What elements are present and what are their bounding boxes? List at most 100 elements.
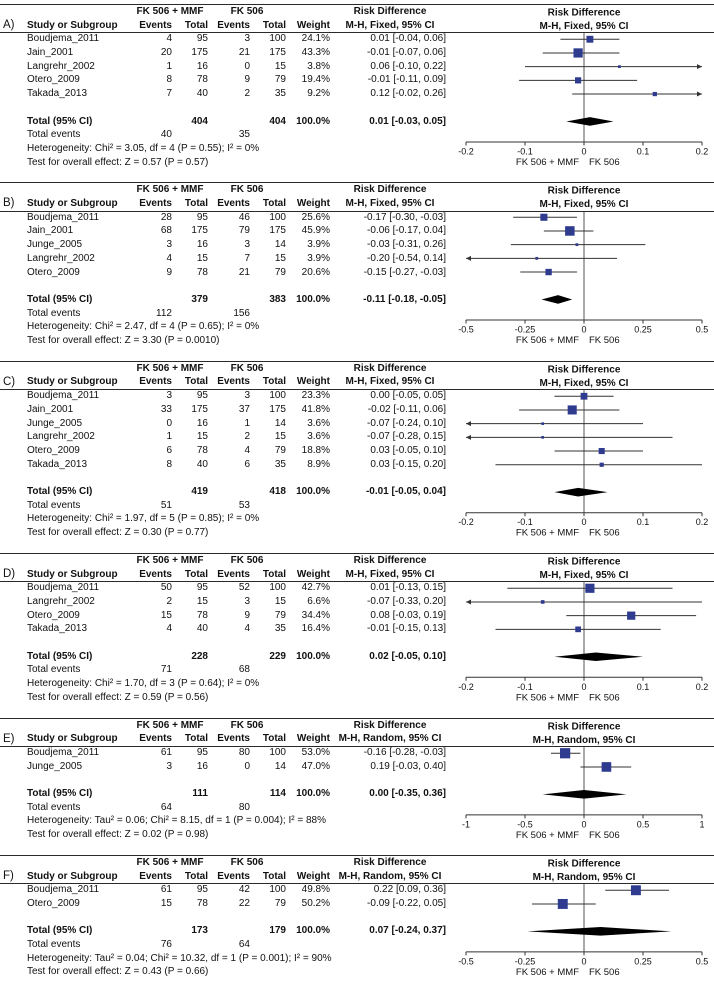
study-ci-text: -0.01 [-0.07, 0.06] <box>367 47 446 59</box>
forest-panel-C: C) FK 506 + MMF FK 506 Risk Difference Study… <box>0 360 714 554</box>
total-events-label: Total events <box>27 938 81 950</box>
method-col-header: M-H, Fixed, 95% CI <box>345 19 435 31</box>
study-row: Jain_2001 68 175 79 175 45.9% -0.06 [-0.17, 0.… <box>26 224 450 238</box>
heterogeneity-text: Heterogeneity: Tau² = 0.04; Chi² = 10.32… <box>27 952 332 964</box>
axis-tick-label: 0 <box>581 956 586 966</box>
total-events1: 51 <box>160 499 172 511</box>
study-events2: 37 <box>238 403 250 415</box>
effect-header: Risk Difference <box>353 719 427 731</box>
axis-tick-label: 0.2 <box>696 682 709 692</box>
study-events1: 4 <box>166 623 172 635</box>
study-row: Langrehr_2002 4 15 7 15 3.9% -0.20 [-0.54, 0.1… <box>26 252 450 266</box>
panel-body: FK 506 + MMF FK 506 Risk Difference Study o… <box>26 362 714 554</box>
study-total2: 14 <box>274 417 286 429</box>
study-name: Boudjema_2011 <box>27 211 100 223</box>
spacer-cell <box>286 5 330 19</box>
group2-header: FK 506 <box>230 184 264 196</box>
group-header-row: FK 506 + MMF FK 506 Risk Difference <box>26 362 450 376</box>
column-header-row: Study or Subgroup Events Total Events Total W… <box>26 19 450 33</box>
study-events2: 1 <box>244 417 250 429</box>
heterogeneity-row: Heterogeneity: Chi² = 3.05, df = 4 (P = … <box>26 142 450 156</box>
heterogeneity-row: Heterogeneity: Chi² = 1.97, df = 5 (P = … <box>26 512 450 526</box>
study-weight: 3.6% <box>307 431 330 443</box>
events2-col-header: Events <box>217 376 250 388</box>
study-name: Langrehr_2002 <box>27 60 95 72</box>
heterogeneity-text: Heterogeneity: Chi² = 3.05, df = 4 (P = … <box>27 142 260 154</box>
total-events1: 71 <box>160 664 172 676</box>
total-events1: 76 <box>160 938 172 950</box>
effect-header: Risk Difference <box>353 184 427 196</box>
heterogeneity-text: Heterogeneity: Chi² = 2.47, df = 4 (P = … <box>27 321 260 333</box>
total-row: Total (95% CI) 111 114 100.0% 0.00 [-0.35, 0… <box>26 787 450 801</box>
study-weight: 18.8% <box>301 444 330 456</box>
study-row: Otero_2009 15 78 22 79 50.2% -0.09 [-0.22, 0.0… <box>26 897 450 911</box>
study-weight: 19.4% <box>301 74 330 86</box>
forest-plot-figure: A) FK 506 + MMF FK 506 Risk Difference Study… <box>0 4 714 992</box>
total-weight: 100.0% <box>296 293 330 305</box>
study-row: Boudjema_2011 4 95 3 100 24.1% 0.01 [-0.04, 0.… <box>26 32 450 46</box>
spacer-cell <box>26 856 132 870</box>
study-events1: 1 <box>166 431 172 443</box>
effect-square <box>535 257 539 261</box>
total2-col-header: Total <box>262 733 286 745</box>
effect-square <box>598 447 605 454</box>
study-weight: 23.3% <box>301 390 330 402</box>
axis-tick-label: -1 <box>462 819 470 829</box>
study-ci-text: 0.03 [-0.05, 0.10] <box>370 444 446 456</box>
effect-square <box>565 226 575 237</box>
study-weight: 41.8% <box>301 403 330 415</box>
panel-label: A) <box>3 19 15 31</box>
study-col-header: Study or Subgroup <box>27 568 118 580</box>
study-ci-text: -0.07 [-0.24, 0.10] <box>367 417 446 429</box>
group1-header: FK 506 + MMF <box>136 362 204 374</box>
spacer-cell <box>26 719 132 733</box>
total-total2: 114 <box>269 788 286 799</box>
panel-label: C) <box>3 375 16 388</box>
study-events2: 79 <box>238 225 250 237</box>
group2-header: FK 506 <box>230 719 264 731</box>
study-events1: 28 <box>160 211 172 223</box>
study-row: Takada_2013 7 40 2 35 9.2% 0.12 [-0.02, 0.26] <box>26 87 450 101</box>
study-total1: 175 <box>191 403 208 415</box>
column-header-row: Study or Subgroup Events Total Events Total W… <box>26 197 450 211</box>
total-events-row: Total events 51 53 <box>26 499 450 513</box>
events1-col-header: Events <box>139 733 172 745</box>
effect-header: Risk Difference <box>353 554 427 566</box>
study-ci-text: -0.01 [-0.15, 0.13] <box>367 623 446 635</box>
overall-effect-text: Test for overall effect: Z = 0.02 (P = 0… <box>27 829 209 841</box>
total-diamond <box>554 487 608 497</box>
total-label: Total (95% CI) <box>27 788 93 799</box>
study-events1: 20 <box>160 47 172 59</box>
study-name: Takada_2013 <box>27 623 88 635</box>
study-weight: 43.3% <box>301 47 330 59</box>
study-col-header: Study or Subgroup <box>27 733 118 745</box>
study-total1: 175 <box>191 225 208 237</box>
study-total2: 15 <box>274 252 286 264</box>
total-total1: 173 <box>191 925 208 937</box>
total2-col-header: Total <box>262 19 286 31</box>
study-total2: 175 <box>269 403 286 415</box>
total2-col-header: Total <box>262 198 286 210</box>
study-events1: 4 <box>166 33 172 45</box>
study-total2: 79 <box>274 609 286 621</box>
ci-arrow-left <box>466 434 471 440</box>
study-ci-text: -0.07 [-0.28, 0.15] <box>367 431 446 443</box>
total2-col-header: Total <box>262 376 286 388</box>
total-events2: 80 <box>238 801 250 813</box>
panel-body: FK 506 + MMF FK 506 Risk Difference Study o… <box>26 554 714 719</box>
study-weight: 9.2% <box>307 88 330 100</box>
spacer-cell <box>132 293 172 307</box>
spacer-cell <box>132 115 172 129</box>
total-events-row: Total events 112 156 <box>26 307 450 321</box>
study-events1: 1 <box>166 60 172 72</box>
study-row: Otero_2009 15 78 9 79 34.4% 0.08 [-0.03, 0.19] <box>26 609 450 623</box>
study-events1: 15 <box>160 897 172 909</box>
study-weight: 6.6% <box>307 595 330 607</box>
overall-effect-row: Test for overall effect: Z = 0.43 (P = 0… <box>26 965 450 979</box>
study-row: Boudjema_2011 3 95 3 100 23.3% 0.00 [-0.05, 0.… <box>26 389 450 403</box>
favours-left-label: FK 506 + MMF <box>516 967 579 978</box>
spacer-row <box>26 279 450 293</box>
total1-col-header: Total <box>184 733 208 745</box>
study-row: Otero_2009 6 78 4 79 18.8% 0.03 [-0.05, 0.10] <box>26 444 450 458</box>
study-events2: 42 <box>238 884 250 896</box>
